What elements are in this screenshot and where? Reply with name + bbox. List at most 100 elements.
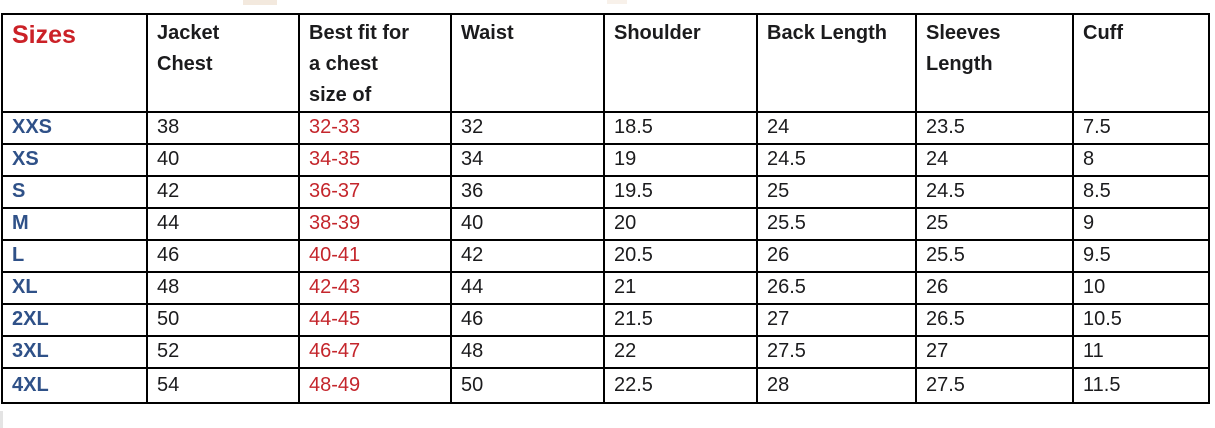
value-cell: 19.5	[603, 175, 758, 209]
value-cell: 24.5	[756, 143, 917, 177]
value-cell: 48	[450, 335, 605, 369]
value-cell: 10.5	[1072, 303, 1210, 337]
size-row-s: S 42 36-37 36 19.5 25 24.5 8.5	[1, 175, 1210, 209]
value-cell: 8	[1072, 143, 1210, 177]
column-header-cuff: Cuff	[1072, 13, 1210, 113]
value-cell: 46	[450, 303, 605, 337]
value-cell: 28	[756, 367, 917, 404]
header-row: Sizes Jacket Chest Best fit for a chest siz…	[1, 13, 1210, 113]
value-cell: 18.5	[603, 111, 758, 145]
header-line: Length	[926, 53, 993, 75]
header-line: Back Length	[767, 22, 888, 44]
crop-artifact	[607, 0, 627, 4]
size-label-cell: XXS	[1, 111, 148, 145]
value-cell: 42	[146, 175, 300, 209]
column-header-best-fit: Best fit for a chest size of	[298, 13, 452, 113]
size-chart-table: Sizes Jacket Chest Best fit for a chest siz…	[1, 13, 1210, 404]
size-row-l: L 46 40-41 42 20.5 26 25.5 9.5	[1, 239, 1210, 273]
value-cell: 26	[915, 271, 1074, 305]
value-cell: 32	[450, 111, 605, 145]
size-row-xl: XL 48 42-43 44 21 26.5 26 10	[1, 271, 1210, 305]
size-row-2xl: 2XL 50 44-45 46 21.5 27 26.5 10.5	[1, 303, 1210, 337]
value-cell: 10	[1072, 271, 1210, 305]
column-header-sleeves-length: Sleeves Length	[915, 13, 1074, 113]
value-cell: 27	[756, 303, 917, 337]
value-cell: 11.5	[1072, 367, 1210, 404]
size-row-3xl: 3XL 52 46-47 48 22 27.5 27 11	[1, 335, 1210, 369]
value-cell: 50	[450, 367, 605, 404]
value-cell: 27.5	[756, 335, 917, 369]
value-cell: 25	[915, 207, 1074, 241]
value-cell: 40	[450, 207, 605, 241]
header-line: Jacket	[157, 22, 220, 44]
size-row-xs: XS 40 34-35 34 19 24.5 24 8	[1, 143, 1210, 177]
value-cell: 32-33	[298, 111, 452, 145]
value-cell: 26	[756, 239, 917, 273]
value-cell: 25.5	[915, 239, 1074, 273]
value-cell: 52	[146, 335, 300, 369]
value-cell: 20	[603, 207, 758, 241]
value-cell: 11	[1072, 335, 1210, 369]
size-row-xxs: XXS 38 32-33 32 18.5 24 23.5 7.5	[1, 111, 1210, 145]
header-line: Sleeves	[926, 22, 1001, 44]
size-label-cell: 2XL	[1, 303, 148, 337]
value-cell: 34-35	[298, 143, 452, 177]
size-label-cell: L	[1, 239, 148, 273]
size-row-m: M 44 38-39 40 20 25.5 25 9	[1, 207, 1210, 241]
value-cell: 40-41	[298, 239, 452, 273]
column-header-back-length: Back Length	[756, 13, 917, 113]
size-label-cell: S	[1, 175, 148, 209]
size-label-cell: 4XL	[1, 367, 148, 404]
value-cell: 48-49	[298, 367, 452, 404]
value-cell: 21	[603, 271, 758, 305]
value-cell: 22	[603, 335, 758, 369]
value-cell: 42	[450, 239, 605, 273]
value-cell: 44-45	[298, 303, 452, 337]
value-cell: 24	[915, 143, 1074, 177]
size-label-cell: XS	[1, 143, 148, 177]
header-line: a chest	[309, 53, 378, 75]
value-cell: 25.5	[756, 207, 917, 241]
column-header-jacket-chest: Jacket Chest	[146, 13, 300, 113]
size-label-cell: M	[1, 207, 148, 241]
value-cell: 46	[146, 239, 300, 273]
value-cell: 23.5	[915, 111, 1074, 145]
header-line: Best fit for	[309, 22, 409, 44]
value-cell: 9	[1072, 207, 1210, 241]
value-cell: 42-43	[298, 271, 452, 305]
value-cell: 54	[146, 367, 300, 404]
value-cell: 24.5	[915, 175, 1074, 209]
value-cell: 34	[450, 143, 605, 177]
value-cell: 19	[603, 143, 758, 177]
header-line: size of	[309, 84, 372, 106]
value-cell: 25	[756, 175, 917, 209]
value-cell: 26.5	[915, 303, 1074, 337]
value-cell: 22.5	[603, 367, 758, 404]
value-cell: 36	[450, 175, 605, 209]
value-cell: 50	[146, 303, 300, 337]
value-cell: 48	[146, 271, 300, 305]
column-header-waist: Waist	[450, 13, 605, 113]
value-cell: 44	[450, 271, 605, 305]
value-cell: 7.5	[1072, 111, 1210, 145]
value-cell: 46-47	[298, 335, 452, 369]
header-line: Cuff	[1083, 22, 1123, 44]
value-cell: 38-39	[298, 207, 452, 241]
header-line: Shoulder	[614, 22, 701, 44]
value-cell: 8.5	[1072, 175, 1210, 209]
header-line: Waist	[461, 22, 514, 44]
crop-artifact	[0, 411, 3, 428]
value-cell: 20.5	[603, 239, 758, 273]
header-line: Sizes	[12, 21, 76, 49]
value-cell: 36-37	[298, 175, 452, 209]
size-label-cell: 3XL	[1, 335, 148, 369]
value-cell: 24	[756, 111, 917, 145]
value-cell: 27	[915, 335, 1074, 369]
header-line: Chest	[157, 53, 213, 75]
column-header-shoulder: Shoulder	[603, 13, 758, 113]
value-cell: 40	[146, 143, 300, 177]
value-cell: 38	[146, 111, 300, 145]
value-cell: 44	[146, 207, 300, 241]
size-row-4xl: 4XL 54 48-49 50 22.5 28 27.5 11.5	[1, 367, 1210, 404]
